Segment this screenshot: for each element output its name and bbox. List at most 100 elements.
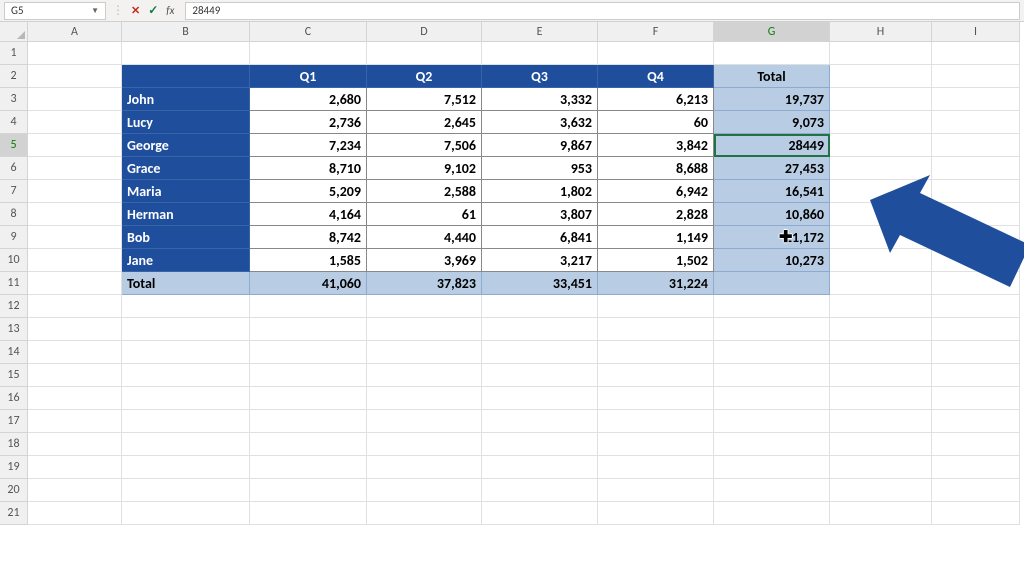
table-row-name[interactable]: George bbox=[122, 134, 250, 157]
cell[interactable] bbox=[714, 456, 830, 479]
cell[interactable] bbox=[830, 226, 932, 249]
cell[interactable] bbox=[830, 433, 932, 456]
cell[interactable] bbox=[122, 410, 250, 433]
cell[interactable] bbox=[250, 502, 367, 525]
row-header[interactable]: 3 bbox=[0, 88, 28, 111]
cell[interactable] bbox=[28, 318, 122, 341]
row-header[interactable]: 19 bbox=[0, 456, 28, 479]
table-footer-value[interactable]: 33,451 bbox=[482, 272, 598, 295]
table-footer-value[interactable]: 31,224 bbox=[598, 272, 714, 295]
table-row-value[interactable]: 7,512 bbox=[367, 88, 482, 111]
cell[interactable] bbox=[932, 42, 1020, 65]
cell[interactable] bbox=[932, 433, 1020, 456]
row-header[interactable]: 8 bbox=[0, 203, 28, 226]
table-row-total[interactable]: 16,541 bbox=[714, 180, 830, 203]
cell[interactable] bbox=[28, 479, 122, 502]
table-row-value[interactable]: 61 bbox=[367, 203, 482, 226]
enter-icon[interactable]: ✓ bbox=[145, 3, 161, 18]
cell[interactable] bbox=[830, 157, 932, 180]
cell[interactable] bbox=[598, 387, 714, 410]
cell[interactable] bbox=[830, 272, 932, 295]
row-header[interactable]: 14 bbox=[0, 341, 28, 364]
table-footer-value[interactable]: 37,823 bbox=[367, 272, 482, 295]
cell[interactable] bbox=[830, 88, 932, 111]
cell[interactable] bbox=[932, 410, 1020, 433]
cell[interactable] bbox=[932, 364, 1020, 387]
row-header[interactable]: 2 bbox=[0, 65, 28, 88]
cancel-icon[interactable]: ✕ bbox=[128, 4, 143, 17]
cell[interactable] bbox=[482, 502, 598, 525]
table-footer-label[interactable]: Total bbox=[122, 272, 250, 295]
cell[interactable] bbox=[932, 226, 1020, 249]
column-header[interactable]: B bbox=[122, 22, 250, 42]
row-header[interactable]: 16 bbox=[0, 387, 28, 410]
cell[interactable] bbox=[250, 295, 367, 318]
cell[interactable] bbox=[598, 502, 714, 525]
cell[interactable] bbox=[830, 295, 932, 318]
cell[interactable] bbox=[714, 410, 830, 433]
cell[interactable] bbox=[598, 42, 714, 65]
cell[interactable] bbox=[714, 318, 830, 341]
cell[interactable] bbox=[367, 410, 482, 433]
cell[interactable] bbox=[28, 295, 122, 318]
cell[interactable] bbox=[932, 65, 1020, 88]
row-header[interactable]: 21 bbox=[0, 502, 28, 525]
cell[interactable] bbox=[367, 364, 482, 387]
table-row-total[interactable]: 21,172 bbox=[714, 226, 830, 249]
formula-input[interactable]: 28449 bbox=[185, 2, 1020, 20]
table-row-total[interactable]: 28449 bbox=[714, 134, 830, 157]
cell[interactable] bbox=[28, 410, 122, 433]
table-row-value[interactable]: 1,502 bbox=[598, 249, 714, 272]
cell[interactable] bbox=[932, 295, 1020, 318]
cell[interactable] bbox=[250, 433, 367, 456]
cell[interactable] bbox=[28, 341, 122, 364]
cell[interactable] bbox=[598, 456, 714, 479]
table-row-value[interactable]: 3,632 bbox=[482, 111, 598, 134]
table-row-value[interactable]: 1,149 bbox=[598, 226, 714, 249]
cell[interactable] bbox=[932, 387, 1020, 410]
column-header[interactable]: F bbox=[598, 22, 714, 42]
table-header[interactable]: Q1 bbox=[250, 65, 367, 88]
cell[interactable] bbox=[122, 502, 250, 525]
table-row-name[interactable]: Grace bbox=[122, 157, 250, 180]
cell[interactable] bbox=[482, 341, 598, 364]
cell[interactable] bbox=[28, 180, 122, 203]
cell[interactable] bbox=[714, 42, 830, 65]
table-row-value[interactable]: 9,102 bbox=[367, 157, 482, 180]
column-header[interactable]: H bbox=[830, 22, 932, 42]
table-row-value[interactable]: 2,828 bbox=[598, 203, 714, 226]
cell[interactable] bbox=[830, 42, 932, 65]
cell[interactable] bbox=[830, 479, 932, 502]
cell[interactable] bbox=[830, 65, 932, 88]
cell[interactable] bbox=[28, 134, 122, 157]
table-row-value[interactable]: 6,213 bbox=[598, 88, 714, 111]
row-header[interactable]: 13 bbox=[0, 318, 28, 341]
cell[interactable] bbox=[932, 180, 1020, 203]
row-header[interactable]: 18 bbox=[0, 433, 28, 456]
cell[interactable] bbox=[28, 249, 122, 272]
cell[interactable] bbox=[367, 295, 482, 318]
cell[interactable] bbox=[122, 318, 250, 341]
cell[interactable] bbox=[28, 157, 122, 180]
column-header[interactable]: A bbox=[28, 22, 122, 42]
cell[interactable] bbox=[482, 318, 598, 341]
cell[interactable] bbox=[932, 272, 1020, 295]
row-header[interactable]: 20 bbox=[0, 479, 28, 502]
cell[interactable] bbox=[714, 295, 830, 318]
cell[interactable] bbox=[28, 226, 122, 249]
cell[interactable] bbox=[598, 341, 714, 364]
column-header[interactable]: C bbox=[250, 22, 367, 42]
cell[interactable] bbox=[830, 502, 932, 525]
cell[interactable] bbox=[482, 295, 598, 318]
name-box[interactable]: G5 ▼ bbox=[4, 2, 106, 20]
row-header[interactable]: 4 bbox=[0, 111, 28, 134]
table-row-value[interactable]: 2,645 bbox=[367, 111, 482, 134]
table-row-value[interactable]: 8,688 bbox=[598, 157, 714, 180]
cell[interactable] bbox=[28, 456, 122, 479]
cell[interactable] bbox=[122, 295, 250, 318]
table-row-value[interactable]: 953 bbox=[482, 157, 598, 180]
cell[interactable] bbox=[830, 111, 932, 134]
cell[interactable] bbox=[122, 364, 250, 387]
table-row-name[interactable]: Jane bbox=[122, 249, 250, 272]
cell[interactable] bbox=[482, 387, 598, 410]
